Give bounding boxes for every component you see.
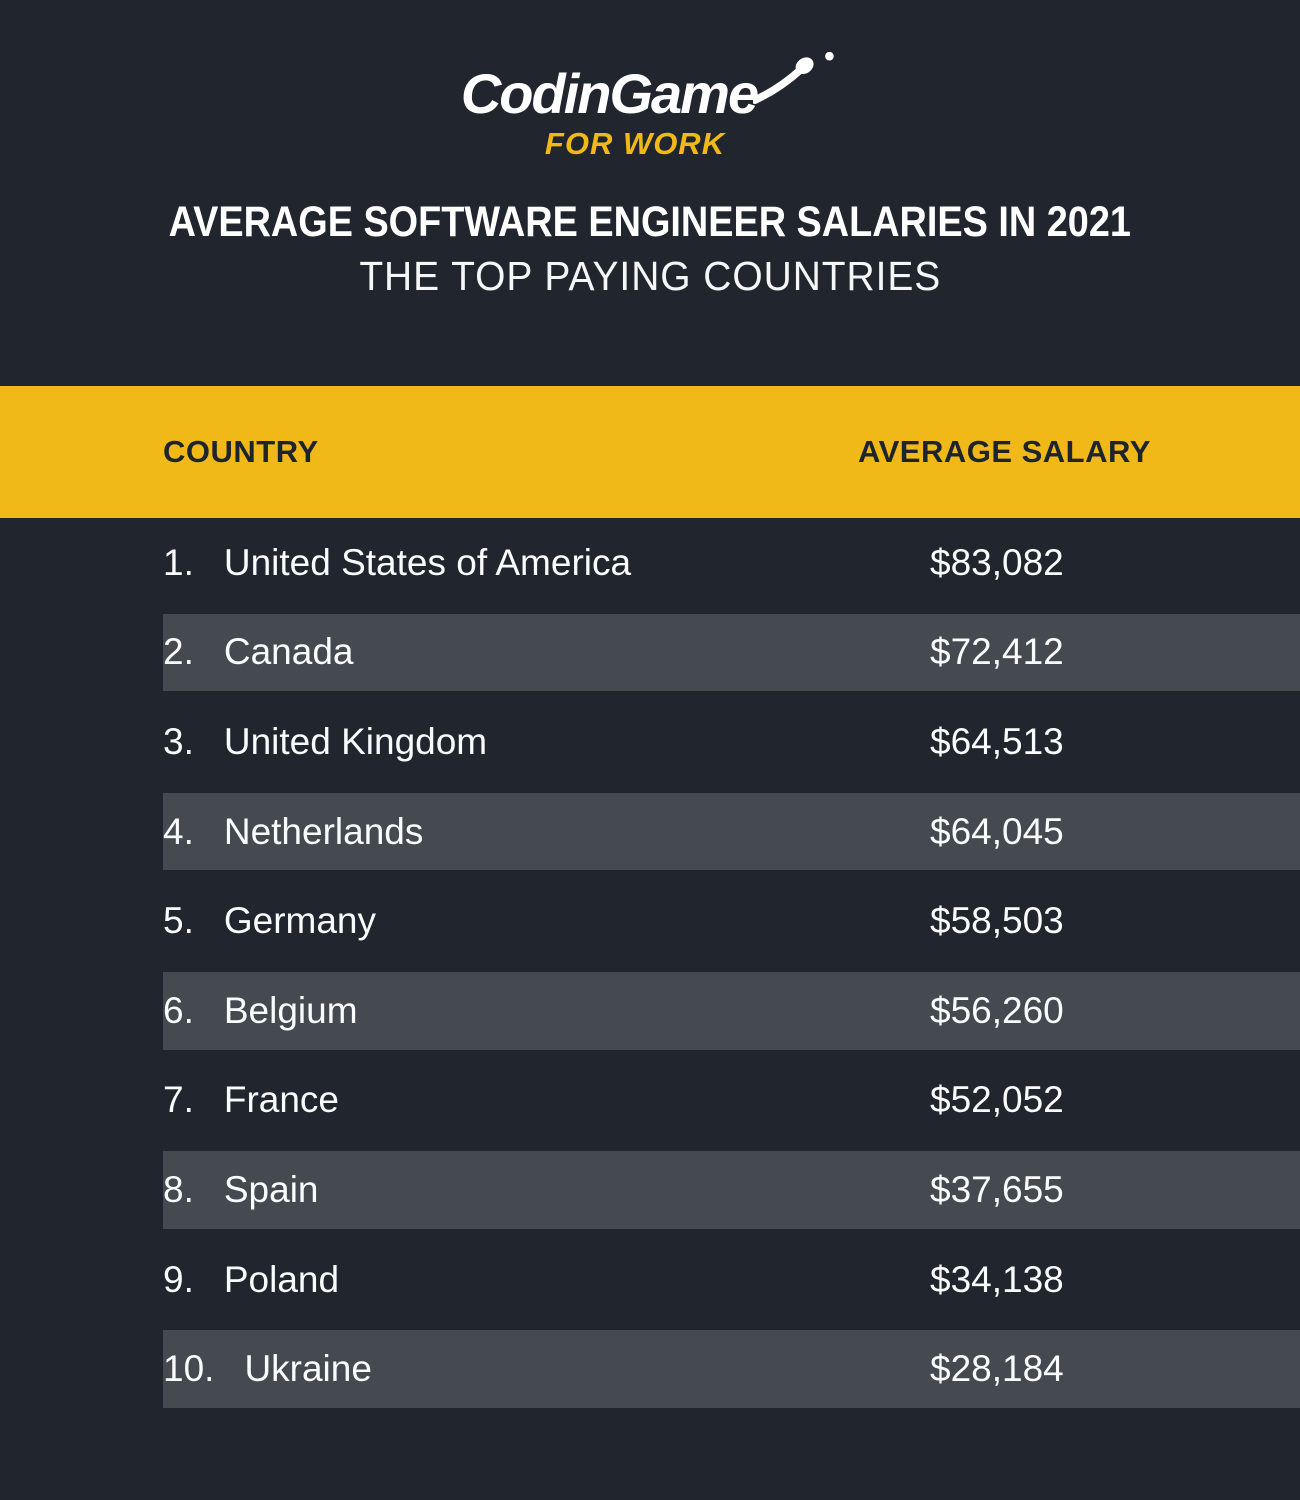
table-row: 2. Canada $72,412 [0,608,1300,698]
country-name: Ukraine [244,1348,372,1390]
salary-value: $34,138 [930,1258,1064,1300]
country-name: Germany [223,900,377,942]
country-name: Poland [223,1258,340,1300]
country-name: Canada [223,631,354,673]
rank-label: 5. [163,900,194,942]
country-name: Spain [223,1168,319,1210]
country-name: United Kingdom [223,720,488,762]
column-header-country: COUNTRY [163,434,319,469]
salary-value: $56,260 [930,989,1064,1031]
salary-value: $72,412 [930,631,1064,673]
salary-value: $83,082 [930,541,1064,583]
table-row: 8. Spain $37,655 [0,1145,1300,1235]
country-name: France [223,1079,340,1121]
rank-label: 3. [163,720,194,762]
table-row: 5. Germany $58,503 [0,876,1300,966]
splash-swoosh-icon [753,52,834,104]
table-row: 6. Belgium $56,260 [0,966,1300,1056]
page-title: AVERAGE SOFTWARE ENGINEER SALARIES IN 20… [168,198,1132,246]
rank-label: 2. [163,631,194,673]
header-section: CodinGame FOR WORK AVERAGE SOFTWARE ENGI… [0,0,1300,386]
country-name: Netherlands [223,810,424,852]
table-header-band: COUNTRY AVERAGE SALARY [0,386,1300,518]
table-row: 4. Netherlands $64,045 [0,787,1300,877]
rank-label: 9. [163,1258,194,1300]
salary-table: 1. United States of America $83,082 2. C… [0,518,1300,1414]
table-row: 9. Poland $34,138 [0,1235,1300,1325]
country-name: Belgium [223,989,358,1031]
rank-label: 1. [163,541,194,583]
salary-value: $52,052 [930,1079,1064,1121]
salary-value: $58,503 [930,900,1064,942]
column-header-salary: AVERAGE SALARY [858,434,1151,469]
table-row: 7. France $52,052 [0,1056,1300,1146]
salary-value: $64,513 [930,720,1064,762]
brand-tagline: FOR WORK [544,126,726,161]
salary-value: $28,184 [930,1348,1064,1390]
table-row: 3. United Kingdom $64,513 [0,697,1300,787]
table-row: 1. United States of America $83,082 [0,518,1300,608]
rank-label: 6. [163,989,194,1031]
salary-value: $64,045 [930,810,1064,852]
footer-band [0,1413,1300,1500]
rank-label: 7. [163,1079,194,1121]
salary-value: $37,655 [930,1168,1064,1210]
brand-wordmark: CodinGame [460,62,759,125]
page-subtitle: THE TOP PAYING COUNTRIES [359,253,941,300]
rank-label: 10. [163,1348,215,1390]
codingame-logo: CodinGame FOR WORK [0,0,1300,162]
rank-label: 4. [163,810,194,852]
rank-label: 8. [163,1168,194,1210]
table-row: 10. Ukraine $28,184 [0,1324,1300,1414]
country-name: United States of America [223,541,632,583]
